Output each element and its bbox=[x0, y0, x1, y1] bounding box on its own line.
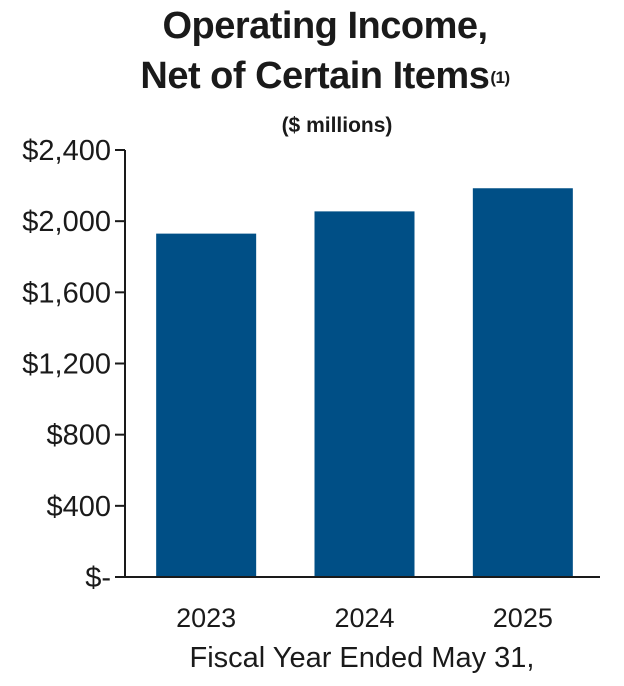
bar-2023 bbox=[156, 233, 257, 577]
y-tick-label: $1,600 bbox=[22, 277, 111, 309]
bar-2024 bbox=[314, 211, 415, 577]
y-axis: $- $400 $800 $1,200 $1,600 $2,000 $2,400 bbox=[22, 135, 126, 594]
x-tick-label: 2024 bbox=[334, 603, 394, 633]
y-tick-label: $2,000 bbox=[22, 206, 111, 238]
chart-title-line2-text: Net of Certain Items bbox=[140, 55, 490, 97]
x-tick-label: 2025 bbox=[493, 603, 553, 633]
title-footnote-marker: (1) bbox=[490, 68, 510, 87]
y-tick-label: $2,400 bbox=[22, 135, 111, 167]
y-tick-label: $400 bbox=[46, 491, 111, 523]
chart-title-line2: Net of Certain Items(1) bbox=[0, 52, 624, 100]
x-axis-title: Fiscal Year Ended May 31, bbox=[189, 642, 535, 674]
chart-subtitle: ($ millions) bbox=[281, 114, 393, 137]
x-axis: 2023 2024 2025 bbox=[115, 576, 600, 633]
y-tick-label: $800 bbox=[46, 420, 111, 452]
chart-title-line1: Operating Income, bbox=[162, 5, 488, 47]
y-tick-label: $1,200 bbox=[22, 349, 111, 381]
bars bbox=[156, 188, 573, 578]
bar-2025 bbox=[472, 188, 573, 578]
y-tick-label: $- bbox=[85, 562, 111, 594]
x-tick-label: 2023 bbox=[176, 603, 236, 633]
